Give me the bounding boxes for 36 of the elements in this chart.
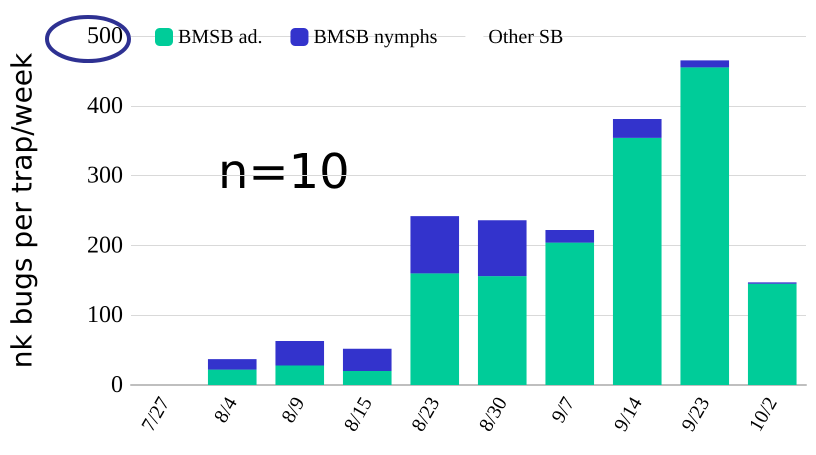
legend-label: BMSB nymphs (313, 26, 438, 48)
x-tick-label: 8/4 (210, 394, 242, 427)
bar (680, 67, 730, 385)
y-tick-label: 500 (87, 23, 123, 49)
y-tick-label: 0 (111, 372, 123, 398)
x-tick-label: 8/30 (474, 393, 512, 436)
y-tick-label: 100 (87, 302, 123, 328)
bar (410, 273, 460, 385)
bar (478, 220, 527, 276)
bar (748, 284, 797, 385)
bar (342, 371, 392, 385)
legend-label: Other SB (488, 26, 564, 48)
x-tick-label: 9/23 (677, 393, 714, 436)
x-tick-label: 10/2 (744, 394, 782, 436)
bar (275, 341, 324, 366)
bar (545, 230, 594, 243)
bar (612, 119, 662, 138)
bar (478, 276, 527, 385)
y-axis-title: nk bugs per trap/week (6, 52, 38, 368)
x-tick-label: 8/23 (407, 393, 444, 436)
bar (680, 60, 730, 68)
bar (612, 138, 662, 385)
bar (342, 348, 392, 372)
y-tick-label: 300 (87, 162, 123, 189)
bar (275, 365, 324, 385)
x-tick-label: 9/7 (547, 394, 580, 427)
bar (208, 359, 257, 370)
y-tick-label: 200 (87, 232, 123, 258)
x-tick-label: 8/15 (340, 393, 377, 436)
bar (545, 242, 594, 385)
bar (410, 216, 460, 274)
x-tick-label: 8/9 (277, 394, 310, 427)
annotation: n=10 (218, 144, 350, 200)
legend-label: BMSB ad. (178, 26, 262, 48)
bar (208, 370, 257, 385)
y-tick-label: 400 (87, 92, 123, 119)
